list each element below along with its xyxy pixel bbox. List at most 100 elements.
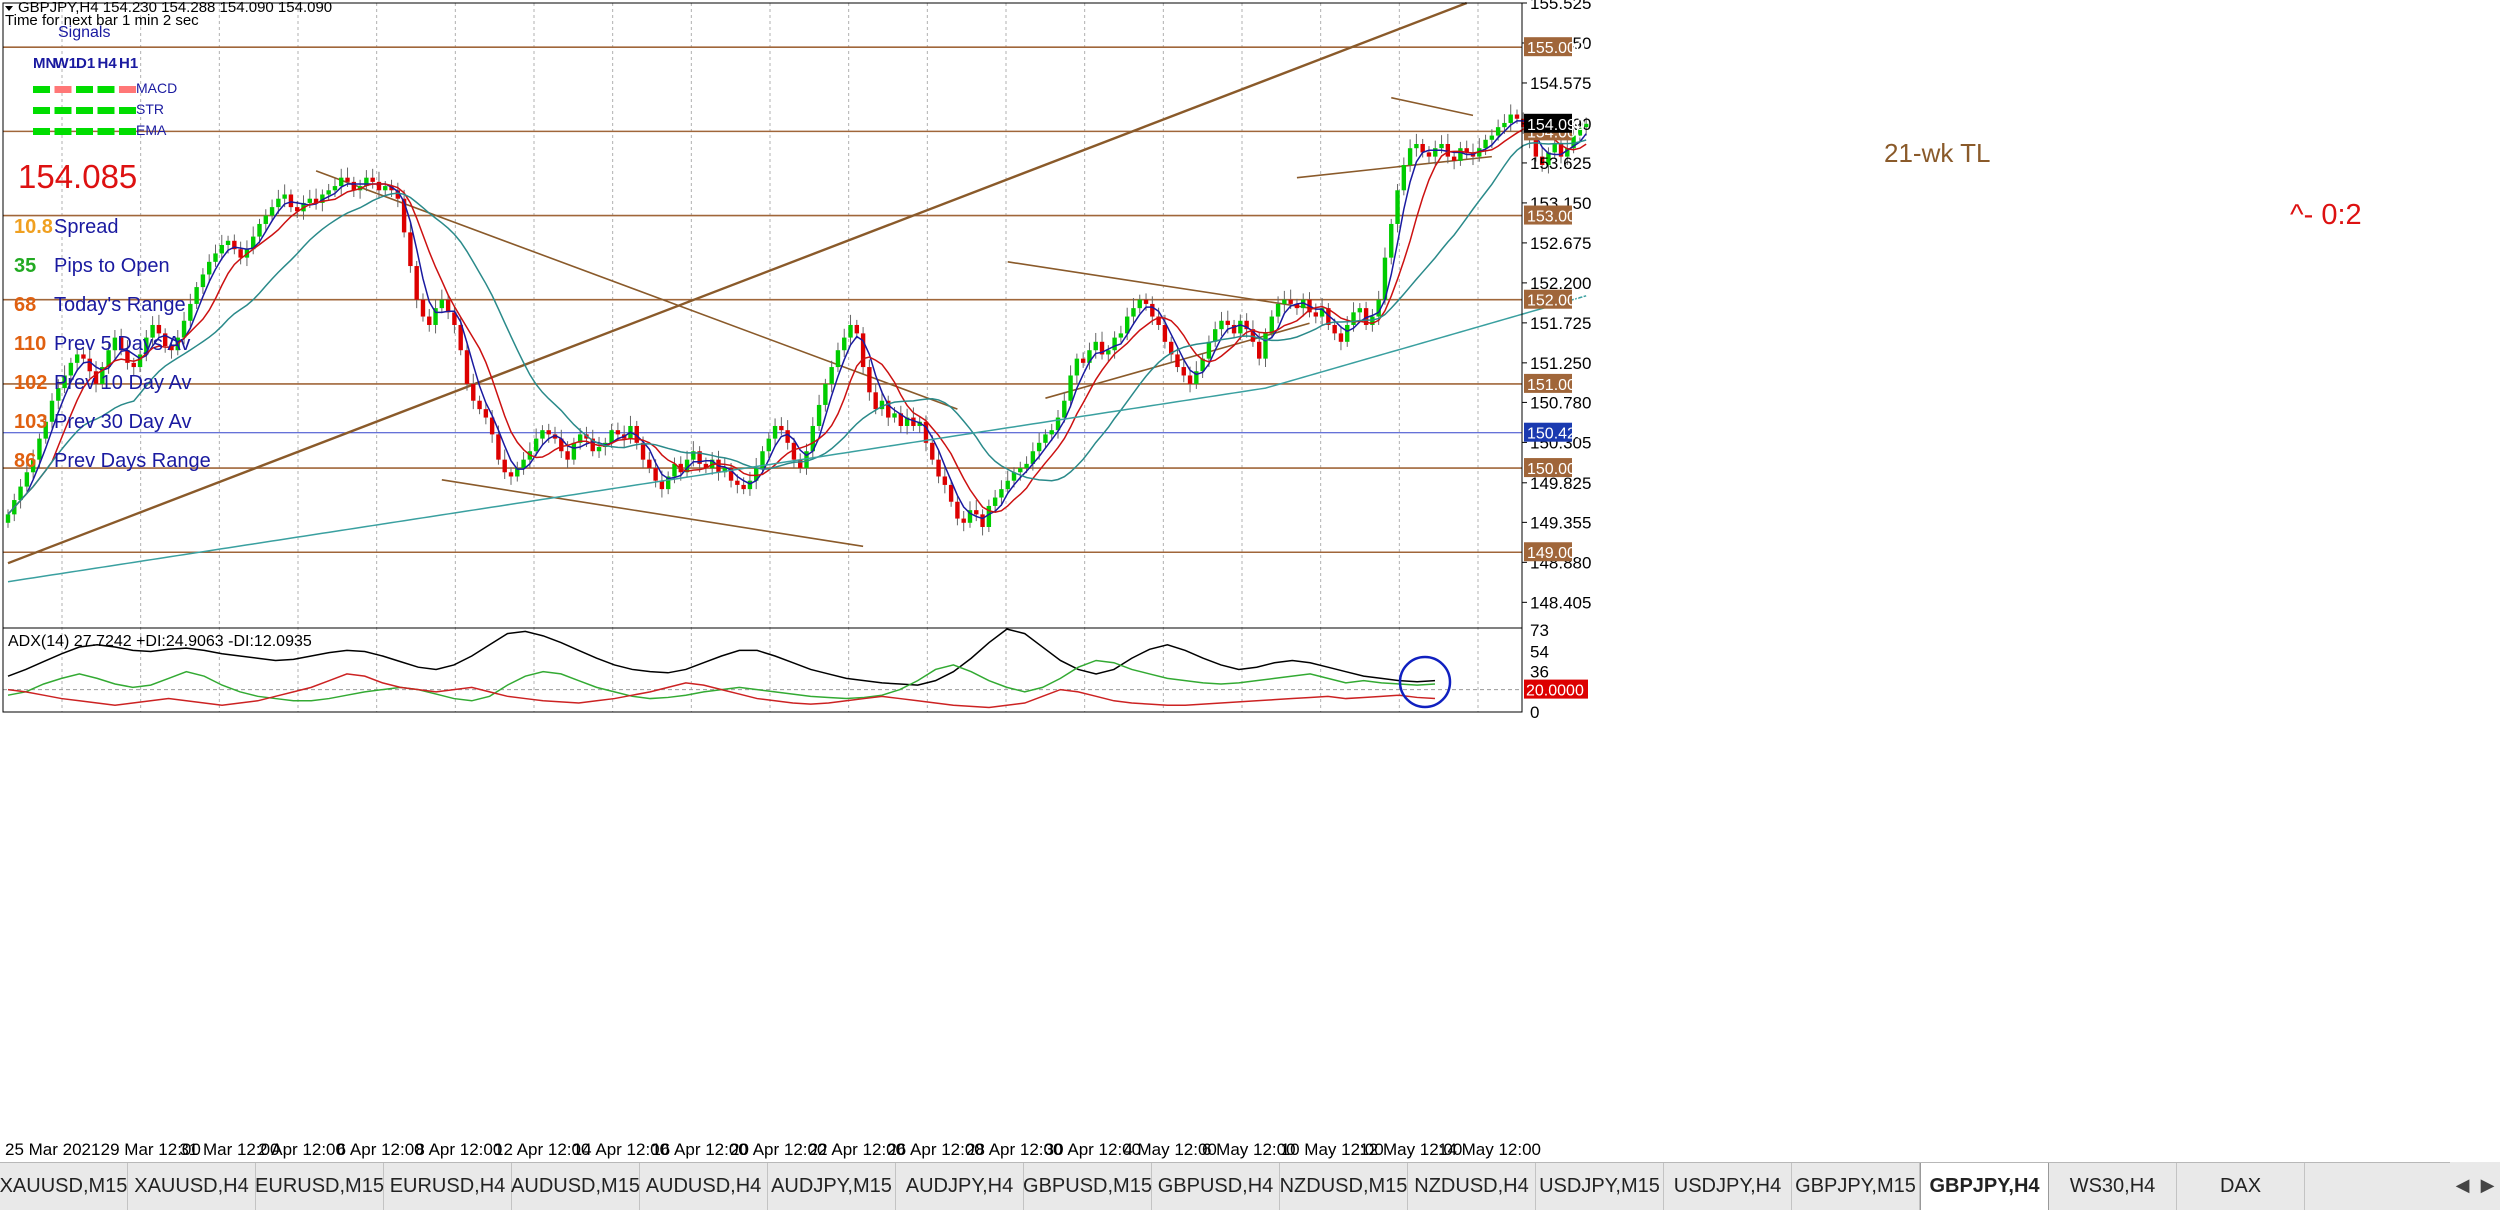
candle-body [483,409,489,418]
candle-body [206,261,212,275]
chart-tab[interactable]: GBPJPY,M15 [1792,1163,1920,1210]
candle-body [1049,430,1054,435]
candle-body [18,486,23,501]
candle-body [1282,299,1287,304]
candle-body [1514,114,1520,119]
moving-average-line [7,120,1587,520]
chart-tab[interactable]: DAX [2177,1163,2305,1210]
candle-body [1495,127,1501,136]
candle-body [766,438,771,452]
candle-body [364,177,369,187]
chart-tab[interactable]: XAUUSD,M15 [0,1163,128,1210]
candle-body [980,514,985,527]
candle-body [1294,303,1300,309]
x-tick-label: 4 May 12:00 [1123,1140,1217,1159]
chart-tab[interactable]: EURUSD,M15 [255,1163,384,1210]
candle-body [879,400,885,410]
candle-body [967,510,973,523]
chart-tab[interactable]: EURUSD,H4 [384,1163,512,1210]
adx-highlight-circle [1398,655,1452,709]
candle-body [634,425,639,443]
tab-scroll-left-icon[interactable]: ◀ [2455,1175,2470,1195]
candle-body [269,207,275,216]
x-tick-label: 6 May 12:00 [1202,1140,1296,1159]
candle-body [370,177,375,182]
y-tick-label: 155.525 [1530,0,1591,13]
price-display: 154.085 [18,158,137,195]
candle-body [1351,312,1356,325]
candle-body [992,497,998,506]
x-tick-label: 31 Mar 12:00 [179,1140,279,1159]
signal-timeframe: H4 [98,55,118,72]
chart-tab[interactable]: XAUUSD,H4 [128,1163,256,1210]
candle-body [1074,358,1080,376]
candle-body [313,198,319,203]
candle-body [408,232,413,267]
tab-scroll-right-icon[interactable]: ▶ [2480,1175,2495,1195]
candle-body [999,489,1004,498]
candle-body [1275,303,1281,317]
candle-body [502,459,507,473]
candle-body [464,350,470,384]
trendline [7,1,1468,565]
chart-tab[interactable]: NZDUSD,M15 [1280,1163,1408,1210]
candle-body [1062,400,1067,418]
chart-tab[interactable]: GBPUSD,M15 [1023,1163,1152,1210]
chart-tab[interactable]: USDJPY,M15 [1536,1163,1664,1210]
candle-body [1464,148,1469,153]
grid [61,3,1479,712]
candle-body [1099,341,1105,355]
stat-value: 103 [14,411,47,433]
x-tick-label: 14 May 12:00 [1438,1140,1541,1159]
candle-body [1420,143,1425,153]
candle-body [401,198,407,233]
chart-tab[interactable]: GBPUSD,H4 [1152,1163,1280,1210]
candle-body [477,400,482,410]
adx-series-line [7,673,1436,709]
candle-body [326,190,331,195]
candle-body [948,484,954,502]
candle-body [848,324,853,338]
chart-tab[interactable]: NZDUSD,H4 [1408,1163,1536,1210]
y-tick-label: 152.675 [1530,234,1591,253]
signal-cell [33,86,50,93]
candle-body [445,299,451,313]
candle-body [917,421,922,426]
candle-body [1162,324,1168,342]
chart-tab[interactable]: AUDJPY,M15 [768,1163,896,1210]
candle-body [829,367,834,384]
chart-tab[interactable]: AUDJPY,H4 [896,1163,1024,1210]
candle-body [251,236,256,250]
candle-body [1439,143,1444,149]
y-tick-label: 153.625 [1530,154,1591,173]
x-tick-label: 2 Apr 12:00 [258,1140,345,1159]
candle-body [552,434,558,439]
candle-body [1521,118,1526,128]
chart-tab[interactable]: AUDUSD,H4 [640,1163,768,1210]
candle-body [1024,463,1029,469]
candle-body [458,324,463,351]
chart-tab[interactable]: WS30,H4 [2049,1163,2177,1210]
x-tick-label: 25 Mar 2021 [5,1140,100,1159]
candle-body [1005,480,1010,490]
candle-body [106,350,111,368]
moving-average-line [7,295,1587,583]
candle-body [1363,308,1369,325]
candle-body [232,240,237,250]
candle-body [30,459,36,473]
candle-body [219,245,224,254]
moving-average-line [7,139,1587,515]
candle-body [263,215,268,224]
x-tick-label: 10 May 12:00 [1281,1140,1384,1159]
adx-tick-label: 0 [1530,703,1539,722]
candle-body [1458,148,1463,161]
candle-body [577,434,583,443]
candle-body [471,383,476,401]
chart-tab[interactable]: AUDUSD,M15 [511,1163,640,1210]
candle-body [24,472,30,487]
candle-body [1407,148,1413,166]
candle-body [74,354,80,363]
chart-tab[interactable]: USDJPY,H4 [1664,1163,1792,1210]
chart-tab[interactable]: GBPJPY,H4 [1920,1163,2049,1210]
